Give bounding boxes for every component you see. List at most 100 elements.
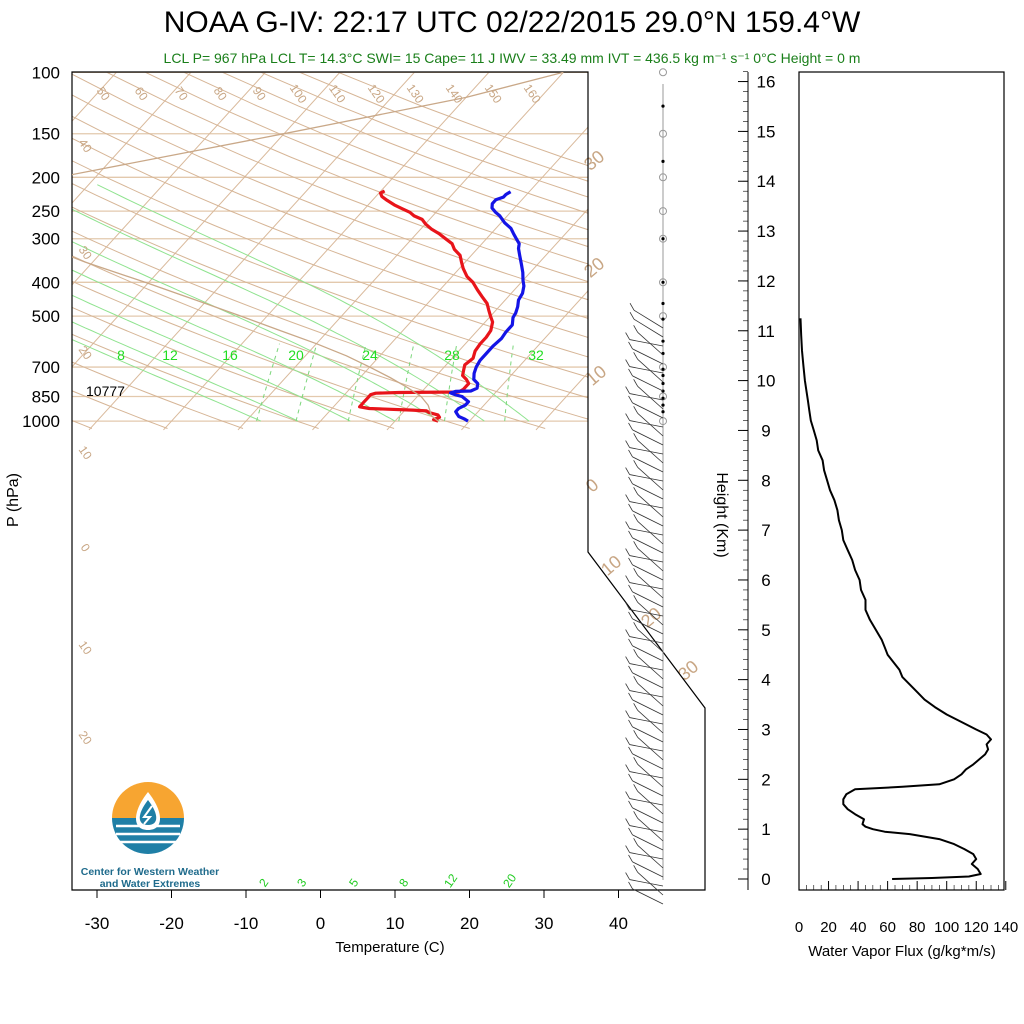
isotherm-label-right: 20 bbox=[637, 603, 665, 631]
wind-barb-staff bbox=[629, 636, 664, 644]
wind-barb-feather bbox=[633, 757, 639, 765]
pressure-tick-label: 150 bbox=[32, 125, 60, 144]
wind-barb-feather bbox=[628, 395, 633, 404]
mixing-ratio-bottom-label: 8 bbox=[396, 876, 411, 890]
wind-barb-feather bbox=[625, 602, 630, 610]
wind-barb-staff bbox=[632, 510, 664, 527]
wind-barb-feather bbox=[633, 352, 639, 360]
temperature-profile bbox=[358, 189, 495, 423]
wind-barb-feather bbox=[633, 460, 639, 468]
logo-caption-line2: and Water Extremes bbox=[99, 878, 201, 890]
mixing-ratio-top-label: 28 bbox=[444, 347, 460, 363]
temperature-tick-label: 20 bbox=[460, 914, 479, 933]
dry-adiabat-line bbox=[72, 72, 705, 429]
wind-barb-staff bbox=[637, 521, 664, 545]
mixing-ratio-line bbox=[295, 343, 318, 422]
wind-barb-feather bbox=[625, 818, 630, 826]
wind-barb-feather bbox=[633, 730, 639, 738]
wind-barb-feather bbox=[628, 692, 633, 701]
wind-barb-feather bbox=[625, 548, 630, 556]
mixing-ratio-bottom-label: 3 bbox=[294, 876, 309, 890]
mixing-ratio-line bbox=[444, 343, 458, 422]
pressure-tick-label: 100 bbox=[32, 63, 60, 82]
wind-barb-feather bbox=[628, 503, 633, 512]
cw3e-logo bbox=[112, 782, 184, 854]
wind-barb-feather bbox=[633, 703, 639, 711]
flux-tick-label: 20 bbox=[820, 919, 837, 936]
wind-barb-feather bbox=[625, 683, 630, 691]
wind-barb-staff bbox=[629, 420, 664, 428]
wind-barb-feather bbox=[633, 433, 639, 441]
logo-caption: Center for Western Weather and Water Ext… bbox=[60, 866, 240, 890]
wind-barb-staff bbox=[632, 672, 664, 689]
wind-barb-staff bbox=[637, 413, 664, 437]
moist-adiabat-line bbox=[72, 184, 396, 422]
isotherm-label-right: 30 bbox=[674, 656, 702, 684]
wind-barb-feather bbox=[625, 764, 630, 772]
wind-barb-staff bbox=[632, 699, 664, 716]
wind-barb-feather bbox=[633, 406, 639, 414]
mixing-ratio-line bbox=[256, 343, 280, 422]
wind-barb-feather bbox=[625, 575, 630, 583]
height-tick-label: 5 bbox=[761, 621, 770, 640]
height-tick-label: 1 bbox=[761, 820, 770, 839]
wind-barb-staff bbox=[629, 447, 664, 455]
wind-barb-feather bbox=[628, 638, 633, 647]
wind-barb-feather bbox=[625, 710, 630, 718]
wind-barb-staff bbox=[629, 852, 664, 860]
flux-tick-label: 100 bbox=[934, 919, 959, 936]
flux-tick-label: 120 bbox=[964, 919, 989, 936]
wind-barb-feather bbox=[625, 440, 630, 448]
wind-dot bbox=[661, 367, 665, 371]
dry-adiabat-line bbox=[72, 72, 546, 429]
wind-barb-feather bbox=[628, 719, 633, 728]
wind-barb-staff bbox=[629, 717, 664, 725]
wind-barb-staff bbox=[632, 591, 664, 608]
wind-barb-staff bbox=[637, 872, 664, 896]
wind-barb-staff bbox=[632, 564, 664, 581]
moist-adiabat-line bbox=[97, 184, 530, 422]
wind-barb-staff bbox=[637, 710, 664, 734]
flux-tick-label: 60 bbox=[879, 919, 896, 936]
mixing-ratio-top-label: 24 bbox=[362, 347, 378, 363]
pressure-axis-label: P (hPa) bbox=[5, 473, 22, 527]
dry-adiabat-line bbox=[72, 72, 319, 429]
isotherm-label-right: 10 bbox=[597, 551, 625, 579]
wind-barb-feather bbox=[628, 530, 633, 539]
moist-adiabat-line bbox=[72, 184, 351, 422]
wind-calm-circle bbox=[659, 129, 667, 138]
wind-calm-circle bbox=[659, 207, 667, 216]
temperature-tick-label: 10 bbox=[386, 914, 405, 933]
wind-dot bbox=[661, 301, 665, 306]
height-tick-label: 6 bbox=[761, 571, 770, 590]
wind-barb-staff bbox=[632, 348, 664, 365]
temperature-tick-label: 0 bbox=[316, 914, 325, 933]
wind-barb-staff bbox=[632, 753, 664, 770]
temperature-tick-label: 30 bbox=[535, 914, 554, 933]
height-tick-label: 15 bbox=[757, 122, 776, 141]
wind-barb-feather bbox=[625, 737, 630, 745]
dry-adiabat-label: 160 bbox=[521, 81, 544, 106]
height-tick-label: 14 bbox=[757, 172, 776, 191]
dry-adiabat-label: 120 bbox=[365, 81, 388, 106]
isotherm-line bbox=[72, 72, 281, 431]
dry-adiabat-line bbox=[72, 72, 168, 429]
wind-barb-staff bbox=[637, 494, 664, 518]
pressure-tick-label: 850 bbox=[32, 387, 60, 406]
wind-barb-staff bbox=[632, 645, 664, 662]
wind-calm-circle bbox=[659, 234, 667, 243]
flux-axis-label: Water Vapor Flux (g/kg*m/s) bbox=[808, 943, 996, 960]
wind-calm-circle bbox=[659, 173, 667, 182]
wind-barb-feather bbox=[628, 665, 633, 674]
wind-barb-feather bbox=[625, 656, 630, 664]
wind-dot bbox=[661, 317, 665, 321]
moist-adiabat-line bbox=[72, 184, 299, 422]
wind-barb-feather bbox=[628, 422, 633, 431]
wind-barb-staff bbox=[632, 429, 664, 446]
wind-barb-feather bbox=[633, 514, 639, 522]
wind-barb-feather bbox=[625, 359, 630, 367]
pressure-tick-label: 700 bbox=[32, 358, 60, 377]
wind-barb-feather bbox=[633, 838, 639, 846]
wind-barb-feather bbox=[628, 827, 633, 836]
wind-barb-staff bbox=[629, 474, 664, 482]
